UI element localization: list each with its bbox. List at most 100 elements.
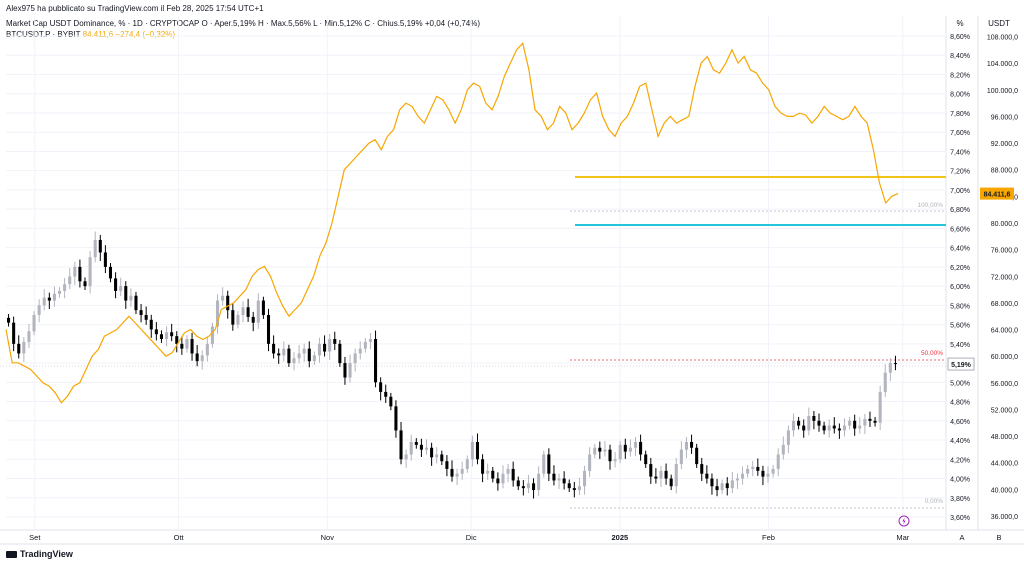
candle-body <box>159 334 163 340</box>
dominance-candle <box>639 434 643 461</box>
percent-tick-label: 6,00% <box>950 284 970 291</box>
dominance-candle <box>231 302 235 331</box>
candle-body <box>312 355 316 362</box>
dominance-candle <box>73 261 77 285</box>
usdt-tick-label: 44.000,0 <box>991 461 1018 468</box>
time-tick-label: Ott <box>174 533 185 542</box>
dominance-candle <box>863 413 867 435</box>
candle-body <box>853 420 857 429</box>
dominance-candle <box>475 433 480 465</box>
dominance-candle <box>379 377 383 401</box>
candle-body <box>149 319 153 330</box>
candle-body <box>475 441 480 460</box>
candle-body <box>781 444 785 455</box>
candle-body <box>292 358 296 364</box>
dominance-candle <box>93 231 97 263</box>
fib-50-label: 50,00% <box>921 350 943 357</box>
candle-body <box>588 454 592 471</box>
dominance-candle <box>241 301 245 323</box>
candle-body <box>557 478 561 481</box>
candle-body <box>129 295 133 301</box>
dominance-candle <box>455 468 459 486</box>
candle-body <box>170 332 174 337</box>
dominance-candle <box>848 416 852 430</box>
dominance-candle <box>547 448 551 482</box>
candle-body <box>633 441 638 448</box>
candle-body <box>883 372 887 392</box>
dominance-candle <box>598 441 602 459</box>
overlay-price: 84.411,6 <box>82 30 114 39</box>
dominance-candle <box>307 341 311 368</box>
dominance-candle <box>144 306 148 325</box>
dominance-candle <box>445 455 449 477</box>
candle-body <box>481 459 485 474</box>
candle-body <box>103 252 107 267</box>
dominance-candle <box>516 476 520 491</box>
dominance-candle <box>414 438 418 449</box>
main-symbol-legend[interactable]: Market Cap USDT Dominance, % · 1D · CRYP… <box>6 19 480 29</box>
dominance-candle <box>22 336 26 362</box>
dominance-candle <box>134 291 138 315</box>
candle-body <box>414 441 418 445</box>
time-tick-label: 2025 <box>612 533 629 542</box>
dominance-candle <box>659 465 663 487</box>
usdt-tick-label: 108.000,0 <box>987 35 1018 42</box>
candle-body <box>730 480 734 489</box>
candle-body <box>639 441 643 455</box>
btc-last-price-label: 84.411,6 <box>984 192 1011 199</box>
time-tick-label: Set <box>29 533 41 542</box>
dominance-candle <box>32 311 36 336</box>
main-ohlc-values: O · Aper.5,19% H · Max.5,56% L · Min.5,1… <box>201 19 423 28</box>
candle-body <box>205 343 209 356</box>
fib-0-label: 0,00% <box>925 498 944 505</box>
dominance-candle <box>363 338 367 353</box>
candle-body <box>878 391 882 423</box>
percent-tick-label: 6,80% <box>950 207 970 214</box>
overlay-change: −274,4 (−0,32%) <box>115 30 176 39</box>
dominance-candle <box>797 416 801 430</box>
dominance-candle <box>786 425 790 454</box>
dominance-candle <box>37 299 41 323</box>
candle-body <box>542 454 546 474</box>
dominance-candle <box>57 287 62 298</box>
btc-price-line <box>5 41 899 404</box>
dominance-candle <box>888 358 892 382</box>
percent-axis: % 3,60% 3,80% 4,00% 4,20% 4,40% 4,60% 4,80% 5,00… <box>950 19 970 522</box>
candle-body <box>32 314 36 332</box>
dominance-candle <box>98 234 102 261</box>
candle-body <box>7 317 11 323</box>
dominance-candle <box>690 434 694 454</box>
dominance-candle <box>735 473 739 489</box>
dominance-candle <box>807 407 811 436</box>
dominance-candle <box>644 450 648 468</box>
overlay-symbol-legend[interactable]: BTCUSDT.P · BYBIT 84.411,6 −274,4 (−0,32… <box>6 30 175 40</box>
candle-body <box>715 486 719 491</box>
dominance-last-price-tag <box>947 357 975 371</box>
candle-body <box>807 415 811 431</box>
dominance-candle <box>511 461 515 487</box>
candle-body <box>63 284 67 291</box>
dominance-candle <box>710 473 714 495</box>
dominance-candle <box>328 334 332 361</box>
candle-body <box>47 297 51 301</box>
dominance-candle <box>12 316 16 352</box>
percent-tick-label: 5,60% <box>950 323 970 330</box>
dominance-candle <box>419 438 423 457</box>
dominance-candle <box>261 296 265 319</box>
candle-body <box>598 447 602 452</box>
dominance-candle <box>741 466 745 485</box>
dominance-candle <box>868 411 872 427</box>
percent-tick-label: 8,00% <box>950 92 970 99</box>
dominance-candle <box>572 481 576 498</box>
dominance-candle <box>822 421 826 435</box>
candle-body <box>526 483 530 489</box>
dominance-candle <box>746 465 750 478</box>
candle-body <box>134 295 138 311</box>
dominance-candle <box>496 472 500 491</box>
candle-body <box>572 488 576 491</box>
candle-body <box>231 310 235 325</box>
dominance-candle <box>501 465 505 489</box>
dominance-candle <box>190 332 194 361</box>
dominance-candle <box>88 251 92 294</box>
